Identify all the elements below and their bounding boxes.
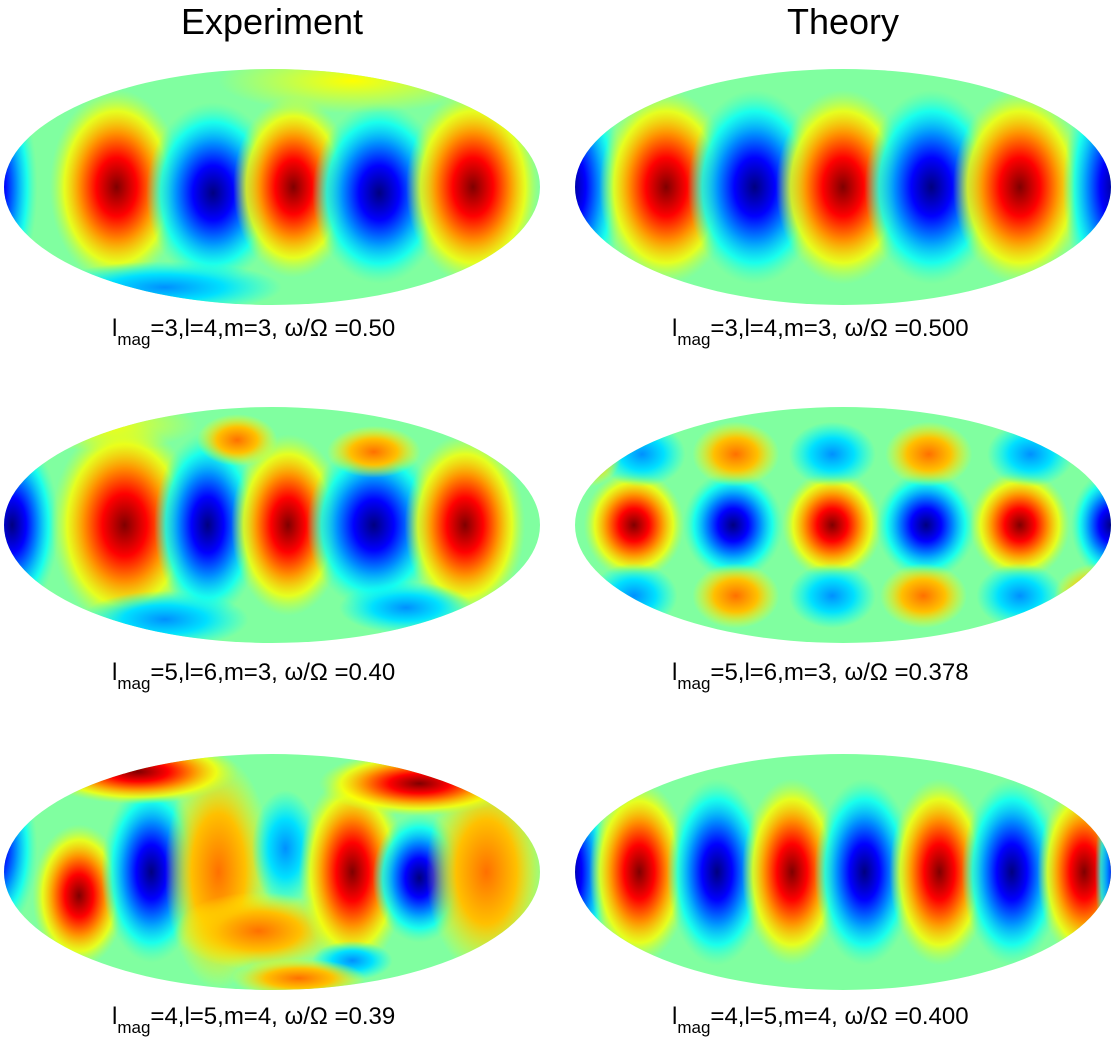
caption-subscript: mag <box>677 1018 710 1037</box>
caption-text: =5,l=6,m=3, ω/Ω =0.40 <box>150 659 395 686</box>
caption-subscript: mag <box>117 330 150 349</box>
map-lobe <box>682 470 784 580</box>
caption-subscript: mag <box>677 330 710 349</box>
map-lobe <box>788 421 876 487</box>
map-lobe <box>50 421 199 629</box>
map-lobe <box>406 89 540 285</box>
caption-base: l <box>112 659 117 686</box>
map-lobe <box>218 69 487 114</box>
map-lobe <box>154 431 262 619</box>
map-lobe <box>575 421 622 487</box>
map-lobe <box>37 754 239 805</box>
map-lobe <box>976 563 1064 629</box>
map-lobe <box>782 470 883 580</box>
caption-text: =3,l=4,m=3, ω/Ω =0.500 <box>710 315 968 342</box>
map-lobe <box>404 434 526 616</box>
caption-text: =4,l=5,m=4, ω/Ω =0.400 <box>710 1003 968 1030</box>
map-lobe <box>1094 768 1111 976</box>
map-lobe <box>318 754 520 816</box>
map-lobe <box>589 781 690 963</box>
caption-text: =5,l=6,m=3, ω/Ω =0.378 <box>710 659 968 686</box>
map-lobe <box>875 470 977 580</box>
caption-subscript: mag <box>677 674 710 693</box>
caption-subscript: mag <box>117 674 150 693</box>
map-lobe <box>885 421 973 487</box>
column-title: Theory <box>787 1 899 42</box>
caption: lmag=5,l=6,m=3, ω/Ω =0.40 <box>112 659 395 693</box>
caption-base: l <box>672 1003 677 1030</box>
map-lobe <box>81 590 249 643</box>
map-lobe <box>4 70 38 304</box>
caption-base: l <box>672 659 677 686</box>
map-lobe <box>306 440 441 610</box>
caption-text: =4,l=5,m=4, ω/Ω =0.39 <box>150 1003 395 1030</box>
map-lobe <box>231 958 366 990</box>
map-lobe <box>741 778 843 966</box>
caption-base: l <box>672 315 677 342</box>
map-panel <box>4 407 540 643</box>
map-panel <box>575 407 1111 643</box>
map-lobe <box>4 407 199 451</box>
map-lobe <box>961 778 1063 966</box>
caption: lmag=5,l=6,m=3, ω/Ω =0.378 <box>672 659 969 693</box>
map-lobe <box>1062 70 1111 304</box>
map-lobe <box>583 470 685 580</box>
caption: lmag=3,l=4,m=3, ω/Ω =0.500 <box>672 315 969 349</box>
caption-subscript: mag <box>117 1018 150 1037</box>
map-lobe <box>174 892 343 970</box>
caption-base: l <box>112 1003 117 1030</box>
map-lobe <box>231 434 346 616</box>
map-lobe <box>987 421 1075 487</box>
map-lobe <box>692 563 780 629</box>
map-lobe <box>49 89 184 285</box>
column-title: Experiment <box>181 1 363 42</box>
caption: lmag=4,l=5,m=4, ω/Ω =0.39 <box>112 1003 395 1037</box>
map-lobe <box>952 89 1087 285</box>
caption-text: =3,l=4,m=3, ω/Ω =0.50 <box>150 315 395 342</box>
map-lobe <box>196 414 278 466</box>
map-panel <box>4 69 540 305</box>
map-lobe <box>692 421 780 487</box>
map-lobe <box>4 434 59 616</box>
map-lobe <box>666 778 768 966</box>
map-lobe <box>298 774 406 970</box>
map-lobe <box>969 470 1071 580</box>
map-lobe <box>879 563 967 629</box>
map-lobe <box>590 563 678 629</box>
map-panel <box>575 754 1111 990</box>
map-lobe <box>1070 470 1111 580</box>
map-lobe <box>339 581 473 634</box>
caption: lmag=4,l=5,m=4, ω/Ω =0.400 <box>672 1003 969 1037</box>
map-lobe <box>814 778 915 966</box>
map-lobe <box>47 261 283 305</box>
map-lobe <box>788 563 876 629</box>
map-lobe <box>889 778 990 966</box>
caption-base: l <box>112 315 117 342</box>
map-panel <box>4 754 540 990</box>
caption: lmag=3,l=4,m=3, ω/Ω =0.50 <box>112 315 395 349</box>
map-panel <box>575 69 1111 305</box>
map-lobe <box>326 425 421 478</box>
